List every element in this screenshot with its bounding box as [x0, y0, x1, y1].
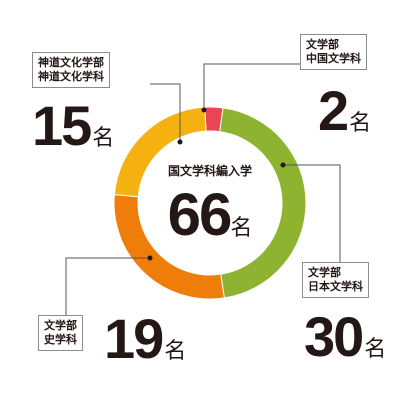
count-value: 15 — [32, 94, 92, 157]
callout-line: 史学科 — [44, 333, 77, 346]
callout-line: 神道文化学科 — [38, 70, 104, 83]
count-value: 2 — [318, 79, 349, 142]
callout-line: 日本文学科 — [308, 280, 363, 293]
chart-title: 国文学科編入学 — [167, 164, 252, 178]
leader-line-history — [65, 257, 150, 315]
leader-line-shinto-culture — [150, 83, 181, 142]
donut-slice-shinto-culture — [113, 106, 207, 198]
total-count: 66名 — [150, 180, 270, 249]
count-unit: 名 — [349, 111, 372, 136]
callout-line: 神道文化学部 — [38, 56, 104, 69]
callout-line: 中国文学科 — [306, 52, 361, 65]
count-unit: 名 — [164, 339, 187, 364]
leader-dot-chinese-literature — [201, 107, 207, 113]
count-unit: 名 — [364, 337, 387, 362]
count-history: 19名 — [104, 306, 186, 371]
leader-dot-history — [147, 255, 153, 261]
leader-dot-shinto-culture — [177, 139, 183, 145]
count-japanese-literature: 30名 — [304, 304, 386, 369]
callout-chinese-literature: 文学部 中国文学科 — [300, 34, 367, 70]
leader-line-japanese-literature — [283, 164, 341, 262]
callout-history: 文学部 史学科 — [38, 315, 83, 351]
count-unit: 名 — [92, 126, 115, 151]
callout-line: 文学部 — [44, 319, 77, 332]
callout-line: 文学部 — [306, 38, 339, 51]
total-unit: 名 — [230, 216, 253, 241]
total-value: 66 — [167, 181, 233, 248]
count-shinto-culture: 15名 — [32, 93, 114, 158]
count-value: 30 — [304, 305, 364, 368]
leader-dot-japanese-literature — [280, 162, 286, 168]
leader-line-chinese-literature — [203, 63, 300, 110]
callout-japanese-literature: 文学部 日本文学科 — [302, 262, 369, 298]
callout-shinto-culture: 神道文化学部 神道文化学科 — [32, 52, 110, 88]
count-value: 19 — [104, 307, 164, 370]
callout-line: 文学部 — [308, 266, 341, 279]
count-chinese-literature: 2名 — [318, 78, 371, 143]
